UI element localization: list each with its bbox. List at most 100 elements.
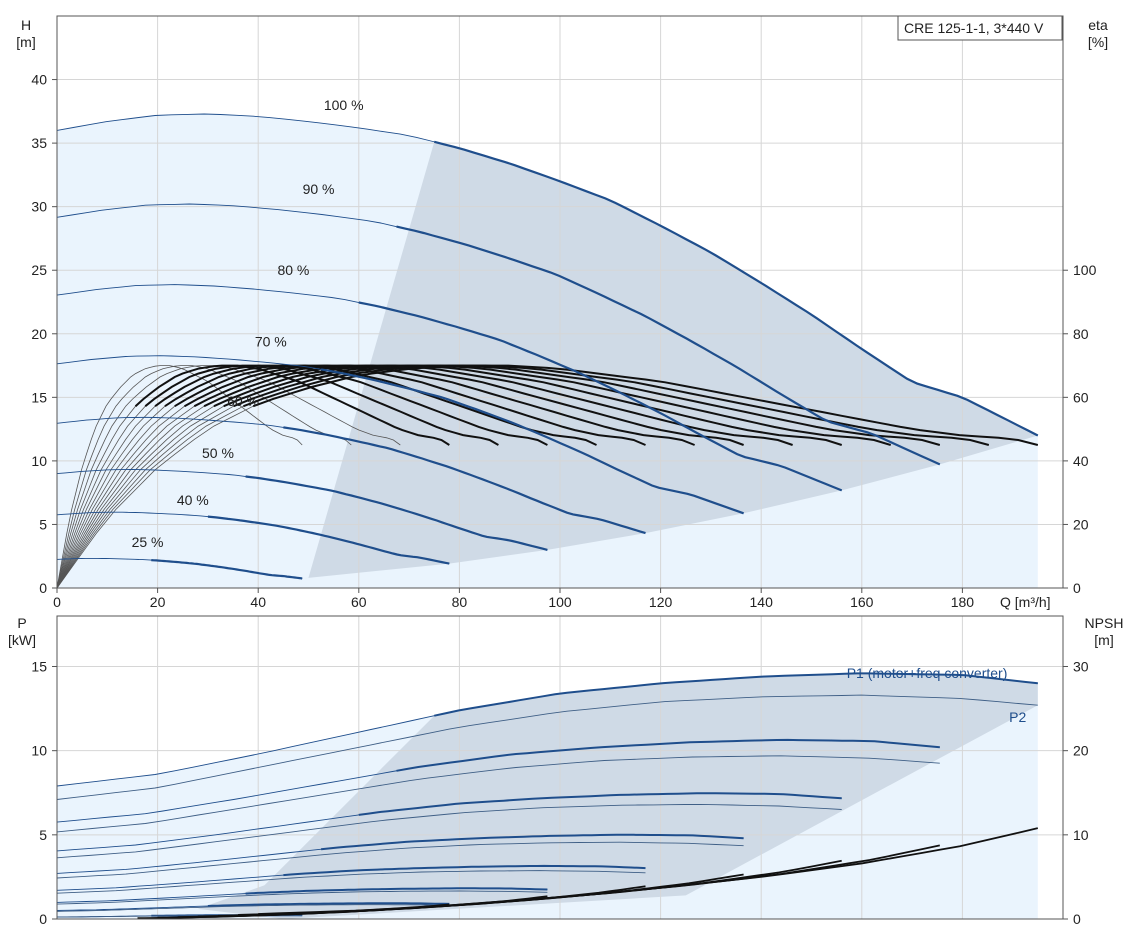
x-tick-label: 80 xyxy=(452,594,468,610)
p-y-right-tick-label: 10 xyxy=(1073,827,1089,843)
head-curve xyxy=(283,426,646,535)
efficiency-curve-thin xyxy=(56,365,303,589)
speed-label: 50 % xyxy=(202,445,234,461)
p-y-right-tick-label: 30 xyxy=(1073,659,1089,675)
efficiency-curve xyxy=(233,364,941,446)
power-panel: P1 (motor+freq converter) P2 0 5 10 15 0 10 20 3… xyxy=(8,615,1123,927)
efficiency-curve xyxy=(154,364,548,446)
y-left-tick-label: 20 xyxy=(31,326,47,342)
x-axis-label: Q [m³/h] xyxy=(1000,594,1051,610)
efficiency-curve xyxy=(252,364,1039,446)
p-y-left-tick-label: 15 xyxy=(31,659,47,675)
p2-curve xyxy=(56,870,646,894)
y-right-tick-label: 60 xyxy=(1073,389,1089,405)
power-frame xyxy=(56,615,1064,920)
head-curve xyxy=(434,140,1039,437)
p2-curve xyxy=(56,694,1038,800)
y-left-tick-label: 25 xyxy=(31,262,47,278)
product-box: CRE 125-1-1, 3*440 V xyxy=(904,20,1044,36)
p-y-left-tick-label: 5 xyxy=(39,827,47,843)
efficiency-curve xyxy=(134,364,450,446)
p2-curve xyxy=(56,803,842,859)
speed-label: 40 % xyxy=(177,492,209,508)
head-curve xyxy=(396,225,941,466)
y-left-tick-label: 40 xyxy=(31,72,47,88)
p1-curve xyxy=(245,887,548,895)
x-tick-label: 160 xyxy=(850,594,874,610)
speed-label: 100 % xyxy=(324,97,364,113)
efficiency-curve xyxy=(243,364,990,446)
y-left-tick-label: 30 xyxy=(31,199,47,215)
efficiency-curve xyxy=(184,364,695,446)
product-box-frame xyxy=(897,15,1063,41)
x-tick-label: 40 xyxy=(250,594,266,610)
head-panel: 100 % 90 % 80 % 70 % 60 % 50 % 40 % 25 % 0 20 40 6… xyxy=(16,15,1108,610)
y-left-label-h: H xyxy=(21,17,31,33)
y-left-label-p-unit: [kW] xyxy=(8,632,36,648)
y-left-tick-label: 0 xyxy=(39,580,47,596)
x-tick-label: 20 xyxy=(150,594,166,610)
speed-label: 25 % xyxy=(132,534,164,550)
series-label: P1 (motor+freq converter) xyxy=(847,665,1008,681)
y-right-tick-label: 0 xyxy=(1073,580,1081,596)
y-right-tick-label: 40 xyxy=(1073,453,1089,469)
efficiency-curve xyxy=(203,364,793,446)
y-right-label-eta-unit: [%] xyxy=(1088,34,1108,50)
p-y-left-tick-label: 0 xyxy=(39,911,47,927)
npsh-curve xyxy=(258,827,1039,915)
x-tick-label: 140 xyxy=(750,594,774,610)
y-left-tick-label: 5 xyxy=(39,516,47,532)
p2-curve xyxy=(56,755,940,833)
y-left-label-h-unit: [m] xyxy=(16,34,35,50)
power-region xyxy=(57,673,1038,919)
p1-curve xyxy=(396,738,940,772)
power-region-dark xyxy=(197,673,1038,919)
y-right-label-eta: eta xyxy=(1088,17,1108,33)
p-y-right-tick-label: 0 xyxy=(1073,911,1081,927)
p1-curve xyxy=(320,833,744,851)
y-right-tick-label: 100 xyxy=(1073,262,1097,278)
p2-curve xyxy=(56,890,548,905)
speed-label: 90 % xyxy=(303,181,335,197)
x-tick-label: 180 xyxy=(951,594,975,610)
speed-label: 80 % xyxy=(277,262,309,278)
y-left-tick-label: 15 xyxy=(31,389,47,405)
y-right-tick-label: 80 xyxy=(1073,326,1089,342)
efficiency-curve xyxy=(174,364,646,446)
p-y-right-tick-label: 20 xyxy=(1073,743,1089,759)
power-axes: 0 5 10 15 0 10 20 30 xyxy=(31,615,1089,927)
x-tick-label: 60 xyxy=(351,594,367,610)
y-left-tick-label: 35 xyxy=(31,135,47,151)
head-curves: 100 % 90 % 80 % 70 % 60 % 50 % 40 % 25 % xyxy=(56,97,1039,580)
p2-curve xyxy=(56,841,744,879)
efficiency-curve xyxy=(193,364,744,446)
y-left-tick-label: 10 xyxy=(31,453,47,469)
y-right-tick-label: 20 xyxy=(1073,516,1089,532)
operating-region xyxy=(57,114,1038,588)
y-right-label-npsh: NPSH xyxy=(1085,615,1124,631)
p1-curve xyxy=(434,672,1038,717)
power-curves: P1 (motor+freq converter) P2 xyxy=(56,665,1039,920)
head-curve xyxy=(151,559,303,580)
head-curve xyxy=(320,368,744,515)
head-curve xyxy=(207,515,450,565)
head-curve xyxy=(245,475,548,551)
p2-curve xyxy=(56,904,450,912)
x-tick-label: 120 xyxy=(649,594,673,610)
p1-curve xyxy=(207,902,450,907)
speed-label: 70 % xyxy=(255,333,287,349)
p-y-left-tick-label: 10 xyxy=(31,743,47,759)
efficiency-curve-thin xyxy=(56,365,401,589)
x-tick-label: 100 xyxy=(548,594,572,610)
y-right-label-npsh-unit: [m] xyxy=(1094,632,1113,648)
head-axes: 0 20 40 60 80 100 120 140 160 180 0 5 10 15 20 25 30 35 40… xyxy=(31,15,1097,610)
speed-label: 60 % xyxy=(227,393,259,409)
y-left-label-p: P xyxy=(17,615,26,631)
p1-curve xyxy=(358,792,842,816)
x-tick-label: 0 xyxy=(53,594,61,610)
efficiency-curve xyxy=(144,364,499,446)
p1-curve xyxy=(283,864,646,877)
head-curve xyxy=(358,301,843,492)
series-label: P2 xyxy=(1009,709,1026,725)
